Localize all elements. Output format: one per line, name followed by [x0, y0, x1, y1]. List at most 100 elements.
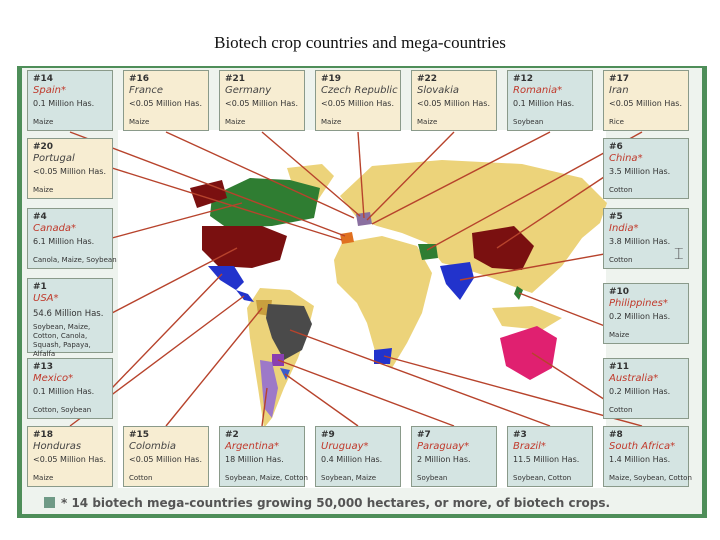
area-value: 0.2 Million Has. [609, 387, 671, 396]
south-africa-shape [374, 348, 392, 364]
rank-label: #1 [33, 282, 47, 292]
connector-portugal [111, 167, 343, 241]
country-box-mexico: #13 Mexico* 0.1 Million Has. Cotton, Soy… [27, 358, 113, 419]
country-name: Spain* [33, 85, 66, 96]
country-name: Germany [225, 85, 272, 96]
crops-list: Cotton [609, 406, 633, 414]
country-box-brazil: #3 Brazil* 11.5 Million Has. Soybean, Co… [507, 426, 593, 487]
connector-colombia [165, 307, 263, 427]
connector-mexico [111, 273, 223, 389]
connector-uruguay [284, 373, 359, 427]
biotech-map-figure: #14 Spain* 0.1 Million Has. Maize #16 Fr… [17, 66, 707, 518]
country-box-usa: #1 USA* 54.6 Million Has. Soybean, Maize… [27, 278, 113, 358]
country-box-philippines: #10 Philippines* 0.2 Million Has. Maize [603, 283, 689, 344]
area-value: <0.05 Million Has. [321, 99, 394, 108]
country-name: France [129, 85, 163, 96]
rank-label: #14 [33, 74, 54, 84]
rank-label: #15 [129, 430, 150, 440]
europe-asia-shape [340, 160, 607, 293]
rank-label: #18 [33, 430, 54, 440]
country-name: Uruguay* [321, 441, 369, 452]
area-value: 6.1 Million Has. [33, 237, 95, 246]
australia-shape [500, 326, 557, 380]
area-value: 3.5 Million Has. [609, 167, 671, 176]
connector-lines [69, 131, 643, 427]
rank-label: #9 [321, 430, 335, 440]
country-name: Argentina* [225, 441, 279, 452]
area-value: 0.2 Million Has. [609, 312, 671, 321]
rank-label: #19 [321, 74, 342, 84]
legend: * 14 biotech mega-countries growing 50,0… [44, 496, 610, 510]
rank-label: #2 [225, 430, 239, 440]
area-value: 11.5 Million Has. [513, 455, 580, 464]
rank-label: #4 [33, 212, 47, 222]
area-value: 0.1 Million Has. [33, 387, 95, 396]
country-box-slovakia: #22 Slovakia <0.05 Million Has. Maize [411, 70, 497, 131]
rank-label: #5 [609, 212, 623, 222]
text-cursor-icon: ⌶ [674, 246, 684, 263]
connector-india [459, 252, 611, 281]
crops-list: Rice [609, 118, 624, 126]
area-value: 54.6 Million Has. [33, 309, 104, 319]
crops-list: Soybean [513, 118, 544, 126]
country-box-honduras: #18 Honduras <0.05 Million Has. Maize [27, 426, 113, 487]
crops-list: Maize [609, 331, 630, 339]
connector-czech [357, 131, 365, 219]
area-value: <0.05 Million Has. [129, 455, 202, 464]
connector-slovakia [366, 131, 455, 221]
area-value: 0.4 Million Has. [321, 455, 383, 464]
crops-list: Maize [321, 118, 342, 126]
rank-label: #20 [33, 142, 54, 152]
country-box-paraguay: #7 Paraguay* 2 Million Has. Soybean [411, 426, 497, 487]
country-name: China* [609, 153, 643, 164]
country-box-spain: #14 Spain* 0.1 Million Has. Maize [27, 70, 113, 131]
mexico-shape [208, 266, 244, 290]
philippines-shape [514, 286, 523, 300]
rank-label: #11 [609, 362, 630, 372]
country-name: Canada* [33, 223, 77, 234]
legend-text: * 14 biotech mega-countries growing 50,0… [61, 496, 611, 510]
area-value: 0.1 Million Has. [513, 99, 575, 108]
legend-swatch [44, 497, 55, 508]
rank-label: #17 [609, 74, 630, 84]
connector-spain [69, 131, 346, 237]
crops-list: Soybean [417, 474, 448, 482]
area-value: <0.05 Million Has. [225, 99, 298, 108]
country-box-argentina: #2 Argentina* 18 Million Has. Soybean, M… [219, 426, 308, 487]
crops-list: Maize [33, 118, 54, 126]
country-name: Slovakia [417, 85, 459, 96]
crops-list: Soybean, Maize, Cotton [225, 474, 308, 482]
country-name: Paraguay* [417, 441, 470, 452]
country-name: Romania* [513, 85, 563, 96]
area-value: 2 Million Has. [417, 455, 471, 464]
rank-label: #22 [417, 74, 438, 84]
area-value: 18 Million Has. [225, 455, 284, 464]
china-shape [472, 226, 534, 270]
map-panel: #14 Spain* 0.1 Million Has. Maize #16 Fr… [22, 68, 702, 514]
rank-label: #12 [513, 74, 534, 84]
country-name: Honduras [33, 441, 82, 452]
country-box-south-africa: #8 South Africa* 1.4 Million Has. Maize,… [603, 426, 692, 487]
crops-list: Cotton [609, 256, 633, 264]
rank-label: #21 [225, 74, 246, 84]
connector-germany [261, 131, 361, 217]
country-box-india: #5 India* 3.8 Million Has. Cotton [603, 208, 689, 269]
country-name: Brazil* [513, 441, 546, 452]
country-box-australia: #11 Australia* 0.2 Million Has. Cotton [603, 358, 689, 419]
country-box-china: #6 China* 3.5 Million Has. Cotton [603, 138, 689, 199]
crops-list: Maize [129, 118, 150, 126]
area-value: <0.05 Million Has. [609, 99, 682, 108]
crops-list: Maize, Soybean, Cotton [609, 474, 692, 482]
brazil-shape [266, 304, 312, 360]
country-box-iran: #17 Iran <0.05 Million Has. Rice [603, 70, 689, 131]
country-box-colombia: #15 Colombia <0.05 Million Has. Cotton [123, 426, 209, 487]
country-box-france: #16 France <0.05 Million Has. Maize [123, 70, 209, 131]
country-name: Mexico* [33, 373, 74, 384]
country-box-uruguay: #9 Uruguay* 0.4 Million Has. Soybean, Ma… [315, 426, 401, 487]
area-value: 0.1 Million Has. [33, 99, 95, 108]
crops-list: Maize [225, 118, 246, 126]
country-name: South Africa* [609, 441, 676, 452]
crops-list: Soybean, Cotton [513, 474, 572, 482]
connector-australia [531, 352, 611, 404]
country-name: Portugal [33, 153, 75, 164]
